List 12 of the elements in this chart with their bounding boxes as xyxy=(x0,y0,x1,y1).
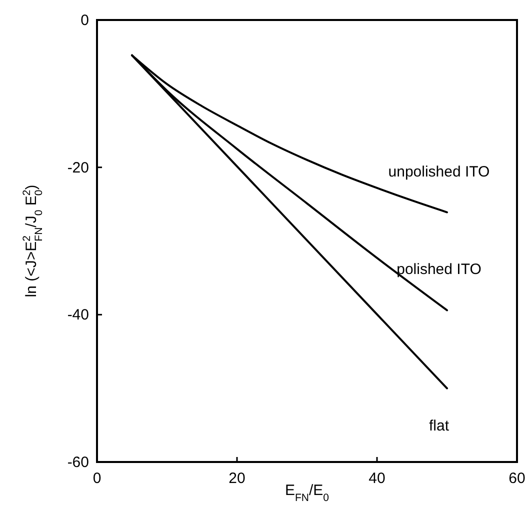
x-axis-title: E$_{FN}$/E$_{0}$ xyxy=(284,482,330,504)
y-tick-label: -60 xyxy=(67,454,89,471)
series-label: unpolished ITO xyxy=(388,163,490,180)
series-label: flat xyxy=(428,417,450,434)
x-tick-label: 40 xyxy=(368,470,386,487)
x-tick-label: 60 xyxy=(508,470,526,487)
x-tick-label: 0 xyxy=(92,470,102,487)
series-label: polished ITO xyxy=(396,261,482,278)
y-tick-label: -40 xyxy=(67,306,89,324)
y-tick-label: 0 xyxy=(80,12,89,29)
y-tick-label: -20 xyxy=(67,159,89,176)
x-tick-label: 20 xyxy=(228,470,246,487)
